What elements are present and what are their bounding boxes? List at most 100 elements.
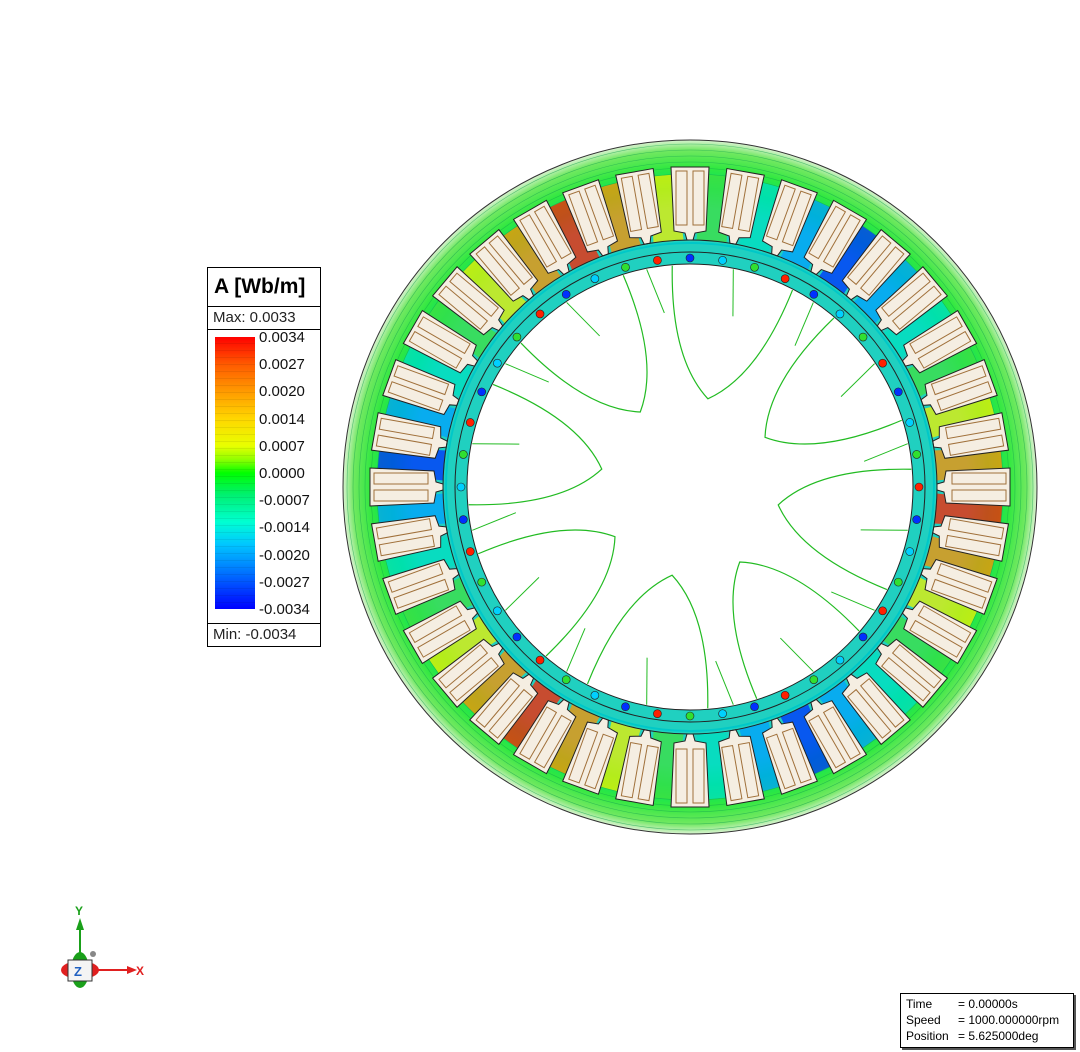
rotor-bar: [512, 632, 522, 642]
stator-tooth-flux: [426, 616, 497, 678]
stator-slot: [670, 166, 710, 241]
rotor-bar: [512, 332, 522, 342]
rotor-flux-contour: [505, 363, 549, 383]
rotor-bar: [780, 274, 790, 283]
stator-tooth-flux: [400, 342, 473, 397]
legend-scale: 0.0034 0.0027 0.0020 0.0014 0.0007 0.0000 -0.0…: [208, 330, 320, 624]
speed-value: = 1000.000000rpm: [958, 1013, 1060, 1027]
rotor-flux-contour: [472, 512, 517, 531]
stator-slot: [920, 558, 998, 615]
rotor-bar: [718, 709, 727, 718]
stator-slot: [920, 359, 998, 416]
rotor-flux-contour: [566, 628, 586, 672]
stator-tooth-flux: [499, 680, 561, 751]
stator-bore: [442, 239, 938, 735]
stator-tooth-flux: [545, 704, 600, 777]
rotor-bar: [459, 450, 468, 459]
rotor-flux-contour: [646, 269, 665, 314]
rotor-bar: [809, 290, 819, 299]
rotor-bar: [535, 655, 545, 665]
stator-tooth-flux: [819, 223, 881, 294]
rotor-bar: [905, 418, 915, 427]
rotor-bar: [621, 702, 630, 712]
air-gap: [445, 242, 935, 732]
legend-tick-label: 0.0020: [259, 383, 305, 401]
stator-tooth-flux: [499, 223, 561, 294]
rotor-core: [466, 263, 914, 711]
stator-slot: [803, 199, 868, 276]
stator-tooth-flux: [400, 577, 473, 632]
stator-tooth-flux: [907, 577, 980, 632]
stator-tooth-flux: [819, 680, 881, 751]
rotor-bar: [780, 691, 790, 700]
rotor-bar: [590, 274, 600, 283]
rotor-bar: [835, 655, 845, 665]
rotor-bar: [878, 606, 887, 616]
legend-tick-label: -0.0007: [259, 492, 310, 510]
rotor-bar: [685, 711, 695, 721]
rotor-flux-contour: [671, 265, 794, 400]
axis-triad[interactable]: Y X Z: [55, 902, 155, 992]
rotor-flux-contour: [586, 574, 709, 709]
rotor-flux-contour: [505, 576, 540, 611]
rotor-bar: [477, 577, 486, 587]
rotor-bar: [894, 387, 903, 397]
rotor-flux-contour: [764, 317, 902, 445]
rotor-bar: [912, 450, 921, 459]
motor-cross-section: [342, 139, 1038, 835]
stator-slot: [431, 266, 505, 336]
rotor-flux-contour: [732, 561, 860, 699]
rotor-flux-contour: [831, 591, 875, 611]
rotor-outline: [454, 251, 926, 723]
rotor-bar: [477, 387, 486, 397]
stator-tooth-flux: [459, 256, 527, 324]
legend-tick-label: 0.0027: [259, 356, 305, 374]
stator-tooth-flux: [459, 650, 527, 718]
rotor-bar: [750, 702, 759, 712]
color-legend: A [Wb/m] Max: 0.0033 0.0034 0.0027 0.0020 0…: [207, 267, 321, 647]
rotor-bar: [914, 482, 924, 492]
stator-slot: [370, 412, 448, 459]
stator-tooth-flux: [780, 197, 835, 270]
rotor-bar: [750, 262, 759, 272]
stator-slot: [369, 467, 444, 507]
rotor-bar: [561, 675, 571, 684]
stator-slot: [382, 558, 460, 615]
legend-tick-label: -0.0027: [259, 573, 310, 591]
flux-contour-ring: [352, 149, 1028, 825]
rotor-bar: [685, 253, 695, 263]
stator-slot: [841, 672, 911, 746]
legend-max: Max: 0.0033: [208, 307, 320, 330]
rotor-flux-contour: [794, 302, 814, 346]
legend-tick-label: 0.0007: [259, 437, 305, 455]
rotor-bar: [718, 256, 727, 265]
rotor-flux-contour: [840, 363, 875, 398]
stator-slot: [936, 467, 1011, 507]
rotor-bar: [905, 547, 915, 556]
stator-tooth-flux: [883, 616, 954, 678]
time-label: Time: [906, 997, 933, 1011]
rotor-flux-contour: [520, 275, 648, 413]
stator-tooth-flux: [853, 650, 921, 718]
rotor-bar: [465, 418, 475, 427]
stator-slot: [512, 199, 577, 276]
rotor-bar: [894, 577, 903, 587]
rotor-bar: [465, 547, 475, 556]
rotor-bar: [590, 691, 600, 700]
stator-tooth-flux: [780, 704, 835, 777]
stator-tooth-flux: [545, 197, 600, 270]
rotor-bar: [858, 332, 868, 342]
stator-tooth-flux: [883, 296, 954, 358]
rotor-flux-contour: [715, 660, 734, 705]
legend-tick-label: -0.0034: [259, 601, 310, 618]
axis-y-label: Y: [75, 904, 83, 918]
legend-color-bar: [215, 337, 255, 609]
rotor-bar: [653, 256, 662, 265]
stator-tooth-flux: [907, 342, 980, 397]
rotor-bar: [459, 515, 468, 524]
rotor-bar: [621, 262, 630, 272]
speed-label: Speed: [906, 1013, 941, 1027]
stator-tooth-flux: [853, 256, 921, 324]
legend-tick-label: -0.0020: [259, 546, 310, 564]
